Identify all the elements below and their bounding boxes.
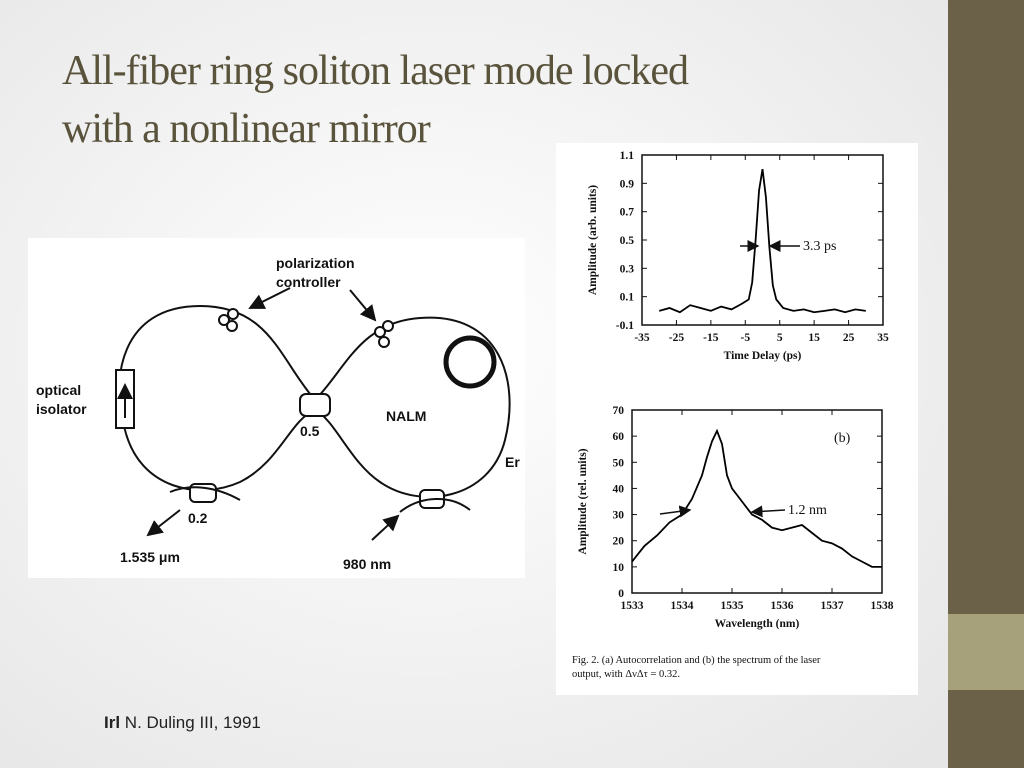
slide-title: with a nonlinear mirror bbox=[62, 106, 431, 152]
x-tick-label: 25 bbox=[843, 332, 855, 344]
y-tick-label: 0 bbox=[618, 588, 624, 600]
y-tick-label: 40 bbox=[613, 483, 625, 495]
y-tick-label: 0.3 bbox=[620, 263, 635, 275]
side-accent bbox=[948, 614, 1024, 690]
laser-diagram: polarization controller optical isolator… bbox=[28, 238, 525, 578]
diagram-label: 0.2 bbox=[188, 510, 208, 526]
annotation-arrow bbox=[659, 505, 692, 518]
y-tick-label: 70 bbox=[613, 405, 625, 417]
diagram-label: NALM bbox=[386, 408, 426, 424]
diagram-label: optical bbox=[36, 382, 81, 398]
figure-panel bbox=[556, 143, 918, 695]
x-axis-title: Time Delay (ps) bbox=[724, 350, 802, 362]
y-tick-label: 1.1 bbox=[620, 150, 635, 162]
plot-frame bbox=[631, 409, 883, 594]
y-tick-label: 10 bbox=[613, 562, 625, 574]
x-tick-label: 1536 bbox=[771, 600, 794, 612]
diagram-label: 1.535 μm bbox=[120, 549, 180, 565]
x-tick-label: 15 bbox=[808, 332, 820, 344]
annotation-arrow bbox=[750, 505, 786, 518]
citation-rest: N. Duling III, 1991 bbox=[125, 713, 261, 732]
diagram-label: isolator bbox=[36, 401, 87, 417]
citation-first: Irl bbox=[104, 713, 120, 732]
y-tick-label: -0.1 bbox=[616, 320, 634, 332]
y-tick-label: 0.7 bbox=[620, 207, 635, 219]
annotation: 1.2 nm bbox=[788, 503, 827, 518]
y-tick-label: 0.1 bbox=[620, 292, 635, 304]
y-tick-label: 0.5 bbox=[620, 235, 635, 247]
x-tick-label: 1538 bbox=[871, 600, 894, 612]
y-tick-label: 30 bbox=[613, 510, 625, 522]
data-line bbox=[658, 169, 866, 314]
y-tick-label: 0.9 bbox=[620, 178, 635, 190]
diagram-label: 0.5 bbox=[300, 423, 320, 439]
x-tick-label: -25 bbox=[669, 332, 685, 344]
pointer bbox=[248, 287, 291, 309]
y-tick-label: 20 bbox=[613, 536, 625, 548]
annotation: 3.3 ps bbox=[803, 239, 836, 254]
er-coil bbox=[443, 335, 497, 389]
x-tick-label: 1533 bbox=[621, 600, 644, 612]
y-tick-label: 60 bbox=[613, 431, 625, 443]
output-arrow bbox=[146, 509, 181, 537]
diagram-label: Er bbox=[505, 454, 520, 470]
x-tick-label: -5 bbox=[740, 332, 750, 344]
y-tick-label: 50 bbox=[613, 457, 625, 469]
y-axis-title: Amplitude (arb. units) bbox=[587, 185, 599, 295]
output-fiber bbox=[169, 486, 241, 501]
x-tick-label: 5 bbox=[777, 332, 783, 344]
y-axis-title: Amplitude (rel. units) bbox=[577, 448, 589, 554]
x-tick-label: 1534 bbox=[671, 600, 694, 612]
citation: Irl N. Duling III, 1991 bbox=[104, 713, 261, 732]
x-tick-label: -15 bbox=[703, 332, 719, 344]
coupler bbox=[299, 393, 331, 417]
x-tick-label: 1537 bbox=[821, 600, 844, 612]
figure-caption: output, with ΔνΔτ = 0.32. bbox=[572, 669, 680, 680]
pump-fiber bbox=[399, 498, 471, 513]
x-tick-label: 1535 bbox=[721, 600, 744, 612]
pump-arrow bbox=[371, 514, 400, 541]
diagram-label: controller bbox=[276, 274, 341, 290]
pointer bbox=[349, 289, 377, 322]
charts: -0.1 0.1 0.3 0.5 0.7 0.9 1.1 -35 -25 -15 -5 5 15 25 35… bbox=[577, 150, 894, 630]
x-axis-title: Wavelength (nm) bbox=[715, 618, 800, 630]
polarization-paddles bbox=[218, 308, 394, 348]
x-tick-label: -35 bbox=[634, 332, 650, 344]
annotation: (b) bbox=[834, 431, 851, 446]
x-tick-label: 35 bbox=[877, 332, 889, 344]
figure-caption: Fig. 2. (a) Autocorrelation and (b) the … bbox=[572, 655, 821, 666]
slide-title: All-fiber ring soliton laser mode locked bbox=[62, 48, 689, 94]
diagram-label: polarization bbox=[276, 255, 355, 271]
diagram-label: 980 nm bbox=[343, 556, 391, 572]
